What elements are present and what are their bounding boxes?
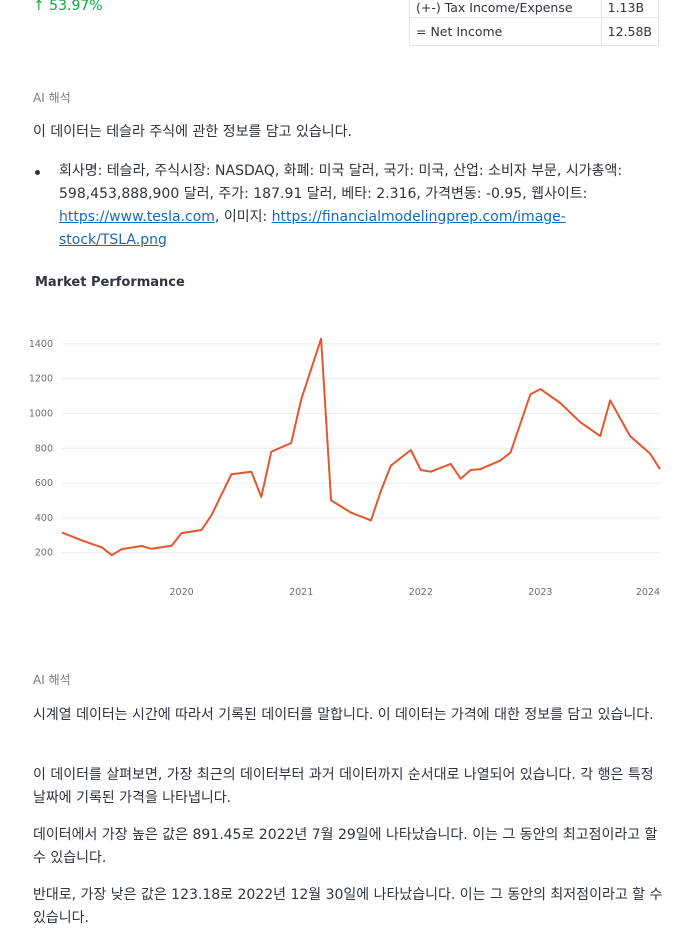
y-tick-label: 400 <box>35 513 53 524</box>
x-tick-label: 2022 <box>409 587 433 598</box>
website-link[interactable]: https://www.tesla.com <box>59 209 215 225</box>
metric-delta: ↑ 53.97% <box>33 0 103 14</box>
ai-interpretation-label: AI 해석 <box>33 91 71 105</box>
y-tick-label: 800 <box>35 443 53 454</box>
table-row: (+-) Tax Income/Expense 1.13B <box>409 0 660 18</box>
income-table: (+-) Tax Income/Expense 1.13B = Net Inco… <box>409 0 660 46</box>
x-tick-label: 2024 <box>636 587 660 598</box>
image-link[interactable]: https://financialmodelingprep.com/image-… <box>59 209 566 248</box>
table-row: = Net Income 12.58B <box>409 17 660 46</box>
table-cell-label: (+-) Tax Income/Expense <box>409 0 602 18</box>
ai-intro-text: 이 데이터는 테슬라 주식에 관한 정보를 담고 있습니다. <box>33 124 352 140</box>
y-tick-label: 1200 <box>29 374 53 385</box>
chart-grid <box>62 343 660 554</box>
table-cell-value: 1.13B <box>600 0 660 18</box>
company-info-text: 회사명: 테슬라, 주식시장: NASDAQ, 화폐: 미국 달러, 국가: 미… <box>59 163 623 202</box>
y-tick-label: 1400 <box>29 339 53 350</box>
table-cell-label: = Net Income <box>409 17 602 46</box>
y-axis: 200 400 600 800 1000 1200 1400 <box>29 339 53 559</box>
x-axis: 2020 2021 2022 2023 2024 <box>170 587 660 598</box>
y-tick-label: 200 <box>35 548 53 559</box>
image-label-text: , 이미지: <box>214 209 272 225</box>
ai-paragraph-3: 데이터에서 가장 높은 값은 891.45로 2022년 7월 29일에 나타났… <box>33 827 658 866</box>
x-tick-label: 2020 <box>170 587 194 598</box>
company-info-bullet: 회사명: 테슬라, 주식시장: NASDAQ, 화폐: 미국 달러, 국가: 미… <box>59 160 659 252</box>
y-tick-label: 1000 <box>29 408 53 419</box>
bullet-dot <box>35 170 40 175</box>
y-tick-label: 600 <box>35 478 53 489</box>
x-tick-label: 2023 <box>528 587 552 598</box>
table-cell-value: 12.58B <box>600 17 660 46</box>
ai-paragraph-1: 시계열 데이터는 시간에 따라서 기록된 데이터를 말합니다. 이 데이터는 가… <box>33 707 654 723</box>
ai-paragraph-2: 이 데이터를 살펴보면, 가장 최근의 데이터부터 과거 데이터까지 순서대로 … <box>33 767 654 806</box>
ai-paragraph-4: 반대로, 가장 낮은 값은 123.18로 2022년 12월 30일에 나타났… <box>33 887 663 926</box>
ai-interpretation-label-2: AI 해석 <box>33 673 71 687</box>
price-series-line <box>61 337 661 557</box>
x-tick-label: 2021 <box>289 587 313 598</box>
chart-title: Market Performance <box>35 275 185 290</box>
